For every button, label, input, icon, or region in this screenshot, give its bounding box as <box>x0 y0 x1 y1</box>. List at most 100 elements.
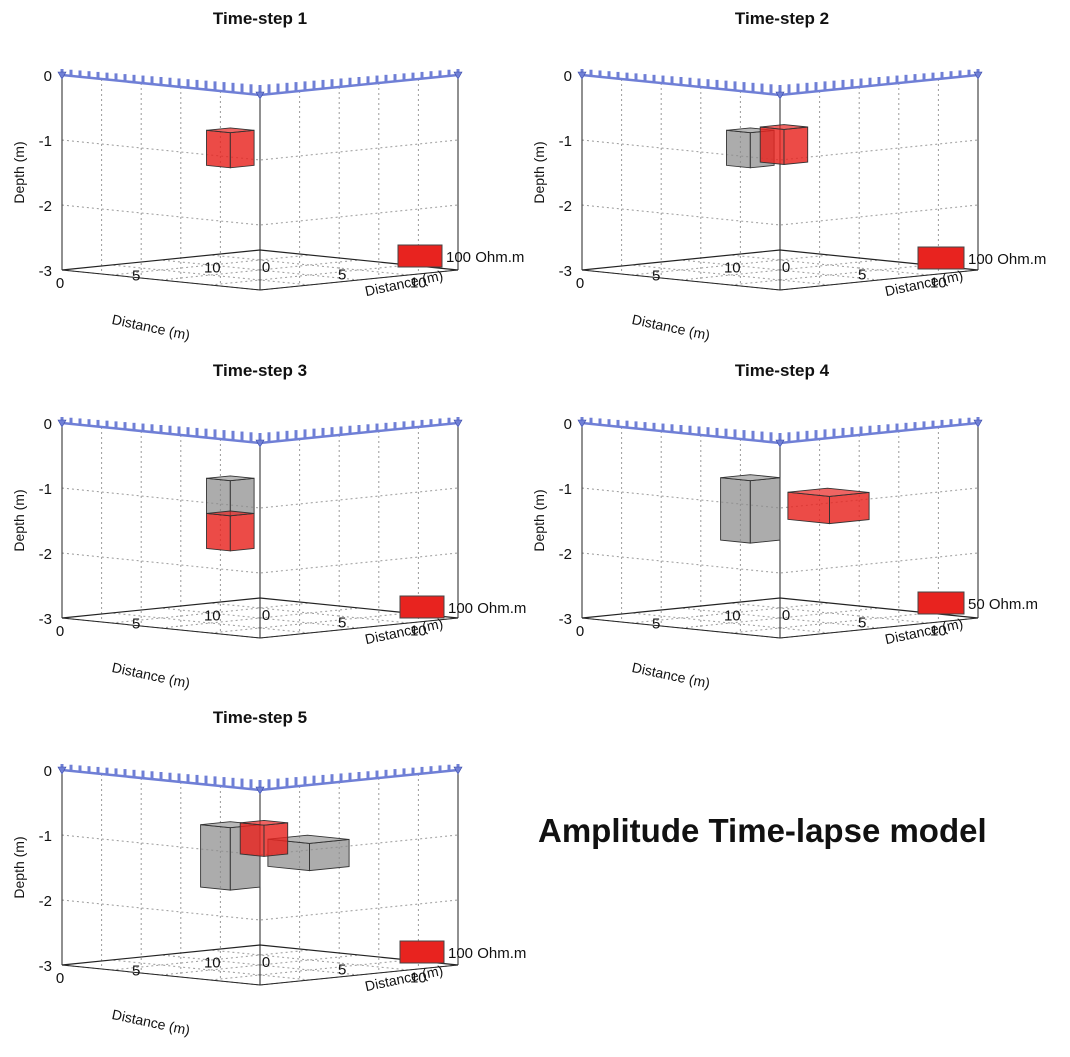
y-tick-label: 0 <box>262 259 270 276</box>
x-tick-label: 10 <box>204 955 221 972</box>
depth-tick-label: -1 <box>39 133 52 150</box>
legend: 100 Ohm.m <box>399 940 526 964</box>
y-tick-label: 0 <box>782 607 790 624</box>
y-tick-label: 5 <box>858 615 866 632</box>
depth-tick-label: -3 <box>39 263 52 280</box>
depth-axis-label: Depth (m) <box>11 489 27 551</box>
depth-axis-label: Depth (m) <box>531 489 547 551</box>
x-tick-label: 0 <box>56 623 64 640</box>
anomaly-block <box>787 487 870 525</box>
axes-box <box>61 770 459 986</box>
depth-tick-label: -2 <box>559 546 572 563</box>
electrode-array <box>577 69 983 100</box>
panel-time-step-5: Time-step 5 100 Ohm.m 0 -1 -2 -3 Depth (m) 0 5… <box>11 708 526 1038</box>
x-tick-label: 10 <box>724 608 741 625</box>
y-tick-label: 10 <box>410 274 427 291</box>
legend-label: 100 Ohm.m <box>446 249 524 266</box>
x-axis-label: Distance (m) <box>631 311 712 343</box>
resistivity-blocks <box>206 475 255 552</box>
depth-tick-label: -2 <box>559 198 572 215</box>
y-axis-label: Distance (m) <box>883 615 964 647</box>
resistivity-blocks <box>726 124 809 169</box>
y-tick-label: 0 <box>262 607 270 624</box>
anomaly-block <box>206 510 255 552</box>
legend: 100 Ohm.m <box>397 244 524 268</box>
legend-label: 100 Ohm.m <box>968 251 1046 268</box>
depth-tick-label: 0 <box>564 68 572 85</box>
panel-title: Time-step 1 <box>213 9 307 28</box>
panel-title: Time-step 3 <box>213 361 307 380</box>
panel-time-step-4: Time-step 4 50 Ohm.m 0 -1 -2 -3 Depth (m) 0 5 1… <box>531 361 1038 691</box>
legend: 100 Ohm.m <box>917 246 1046 270</box>
x-axis-label: Distance (m) <box>631 659 712 691</box>
depth-tick-label: -3 <box>39 958 52 975</box>
previous-block <box>720 474 781 544</box>
resistivity-blocks <box>720 474 870 544</box>
legend-swatch <box>917 591 965 615</box>
panel-title: Time-step 2 <box>735 9 829 28</box>
previous-block <box>206 475 255 517</box>
depth-tick-label: -3 <box>559 611 572 628</box>
x-tick-label: 5 <box>132 615 140 632</box>
depth-tick-label: -3 <box>39 611 52 628</box>
depth-axis-label: Depth (m) <box>11 836 27 898</box>
x-tick-label: 5 <box>652 267 660 284</box>
depth-tick-label: -1 <box>39 481 52 498</box>
electrode-array <box>57 69 463 100</box>
x-tick-label: 10 <box>724 260 741 277</box>
y-axis-label: Distance (m) <box>363 615 444 647</box>
anomaly-block <box>759 124 809 165</box>
legend-label: 100 Ohm.m <box>448 600 526 617</box>
x-tick-label: 5 <box>132 267 140 284</box>
anomaly-block <box>239 819 289 857</box>
y-axis-label: Distance (m) <box>363 962 444 994</box>
x-axis-label: Distance (m) <box>111 659 192 691</box>
depth-axis-label: Depth (m) <box>11 141 27 203</box>
panel-title: Time-step 4 <box>735 361 830 380</box>
axes-box <box>61 75 459 291</box>
electrode-array <box>57 417 463 448</box>
y-tick-label: 5 <box>338 962 346 979</box>
depth-tick-label: 0 <box>44 763 52 780</box>
y-tick-label: 5 <box>338 267 346 284</box>
legend-label: 100 Ohm.m <box>448 945 526 962</box>
panel-time-step-1: Time-step 1 100 Ohm.m 0 -1 -2 -3 Depth (m) 0 5… <box>11 9 524 343</box>
x-tick-label: 0 <box>56 275 64 292</box>
x-tick-label: 5 <box>652 615 660 632</box>
y-tick-label: 10 <box>930 622 947 639</box>
depth-tick-label: -3 <box>559 263 572 280</box>
depth-tick-label: -2 <box>39 198 52 215</box>
axes-box <box>61 423 459 639</box>
x-axis-label: Distance (m) <box>111 311 192 343</box>
x-tick-label: 0 <box>576 623 584 640</box>
legend-label: 50 Ohm.m <box>968 596 1038 613</box>
axes-box <box>581 75 979 291</box>
axes-box <box>581 423 979 639</box>
electrode-array <box>57 764 463 795</box>
x-tick-label: 0 <box>56 970 64 987</box>
legend-swatch <box>917 246 965 270</box>
panel-time-step-3: Time-step 3 100 Ohm.m 0 -1 -2 -3 Depth (m) 0 5… <box>11 361 526 691</box>
legend: 50 Ohm.m <box>917 591 1038 615</box>
legend: 100 Ohm.m <box>399 595 526 619</box>
depth-tick-label: 0 <box>44 416 52 433</box>
y-axis-label: Distance (m) <box>363 267 444 299</box>
y-tick-label: 10 <box>410 622 427 639</box>
depth-tick-label: -1 <box>559 133 572 150</box>
y-tick-label: 10 <box>930 274 947 291</box>
depth-tick-label: -1 <box>559 481 572 498</box>
resistivity-blocks <box>206 127 255 169</box>
depth-tick-label: 0 <box>44 68 52 85</box>
legend-swatch <box>399 940 445 964</box>
y-tick-label: 0 <box>782 259 790 276</box>
panel-time-step-2: Time-step 2 100 Ohm.m 0 -1 -2 -3 Depth (m) 0 5… <box>531 9 1046 343</box>
x-axis-label: Distance (m) <box>111 1006 192 1038</box>
x-tick-label: 10 <box>204 608 221 625</box>
y-tick-label: 10 <box>410 969 427 986</box>
depth-tick-label: -1 <box>39 828 52 845</box>
y-tick-label: 5 <box>858 267 866 284</box>
figure-title: Amplitude Time-lapse model <box>538 812 987 849</box>
panel-title: Time-step 5 <box>213 708 307 727</box>
depth-tick-label: -2 <box>39 893 52 910</box>
electrode-array <box>577 417 983 448</box>
